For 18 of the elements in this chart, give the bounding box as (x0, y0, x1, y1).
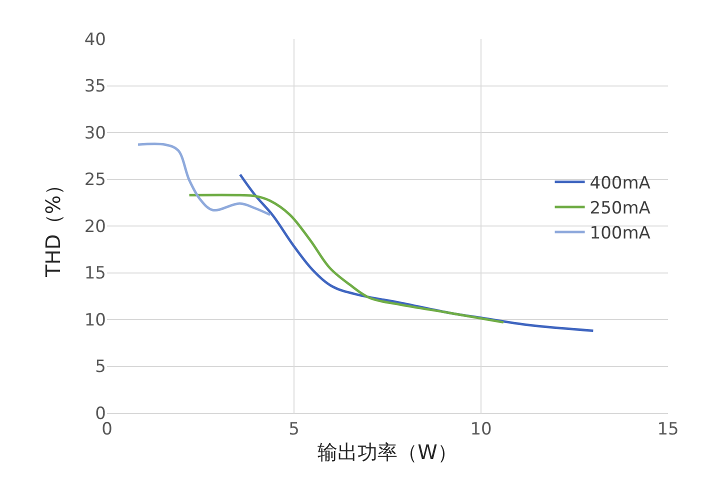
line-series (136, 142, 272, 216)
line-series (188, 194, 505, 324)
y-tick-label: 10 (84, 310, 106, 330)
y-tick-label: 5 (95, 357, 106, 378)
x-tick-label: 5 (288, 419, 300, 440)
y-tick-label: 30 (84, 123, 106, 144)
x-axis-title: 输出功率（W） (318, 440, 458, 464)
x-tick-label: 15 (657, 419, 679, 440)
y-tick-label: 35 (84, 76, 106, 97)
y-tick-label: 20 (84, 216, 106, 237)
legend-label: 250mA (590, 198, 651, 219)
y-tick-label: 25 (84, 170, 106, 190)
legend-label: 100mA (590, 224, 651, 244)
x-tick-label: 10 (470, 419, 492, 440)
y-axis-title: THD（%） (40, 175, 65, 278)
legend-label: 400mA (590, 173, 651, 194)
y-tick-label: 40 (84, 30, 106, 50)
y-tick-label: 15 (84, 264, 106, 284)
